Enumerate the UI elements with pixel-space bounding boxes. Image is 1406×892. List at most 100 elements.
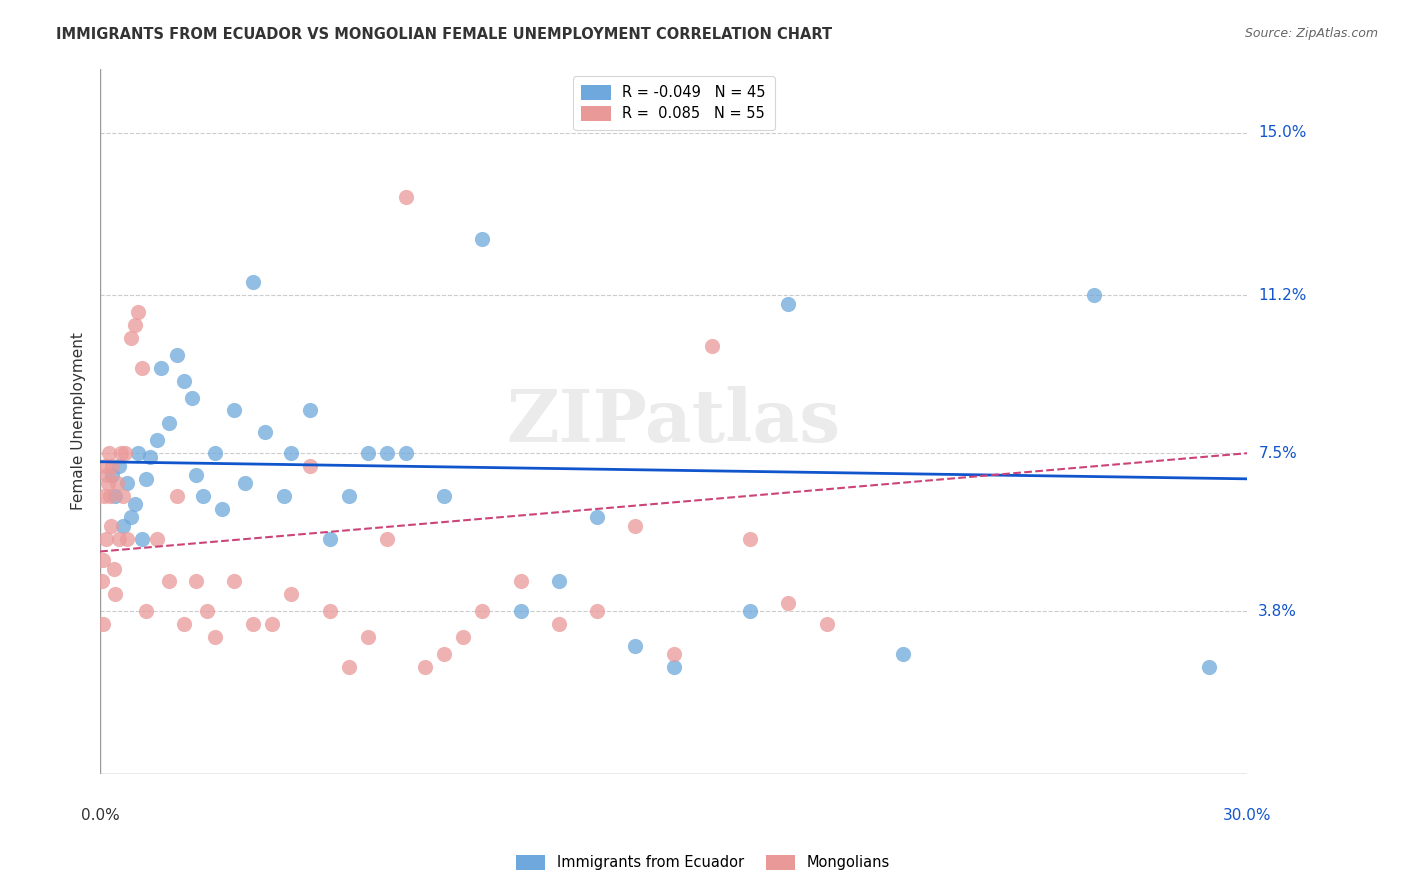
Point <box>778 296 800 310</box>
Point <box>273 489 295 503</box>
Point <box>586 510 609 524</box>
Point <box>624 639 647 653</box>
Point <box>375 532 398 546</box>
Point <box>108 458 131 473</box>
Point <box>253 425 276 439</box>
Point <box>262 617 284 632</box>
Point <box>193 489 215 503</box>
Point <box>180 391 202 405</box>
Legend: R = -0.049   N = 45, R =  0.085   N = 55: R = -0.049 N = 45, R = 0.085 N = 55 <box>572 76 775 130</box>
Point <box>124 498 146 512</box>
Point <box>100 458 122 473</box>
Point <box>146 434 169 448</box>
Point <box>110 446 132 460</box>
Text: 11.2%: 11.2% <box>1258 287 1306 302</box>
Point <box>112 489 135 503</box>
Point <box>115 476 138 491</box>
Point <box>131 360 153 375</box>
Point <box>96 467 118 482</box>
Point <box>235 476 257 491</box>
Point <box>124 318 146 332</box>
Point <box>120 510 142 524</box>
Point <box>700 339 723 353</box>
Point <box>433 647 456 661</box>
Text: 30.0%: 30.0% <box>1223 808 1271 823</box>
Point <box>453 630 475 644</box>
Point <box>184 574 207 589</box>
Point <box>166 489 188 503</box>
Text: IMMIGRANTS FROM ECUADOR VS MONGOLIAN FEMALE UNEMPLOYMENT CORRELATION CHART: IMMIGRANTS FROM ECUADOR VS MONGOLIAN FEM… <box>56 27 832 42</box>
Point <box>222 403 245 417</box>
Point <box>100 467 122 482</box>
Point <box>104 489 127 503</box>
Point <box>97 446 120 460</box>
Point <box>127 446 149 460</box>
Point <box>548 574 571 589</box>
Point <box>93 458 115 473</box>
Point <box>120 331 142 345</box>
Point <box>139 450 162 465</box>
Point <box>135 604 157 618</box>
Point <box>357 446 380 460</box>
Point <box>740 532 762 546</box>
Point <box>395 446 418 460</box>
Text: 15.0%: 15.0% <box>1258 125 1306 140</box>
Point <box>413 660 436 674</box>
Point <box>98 489 121 503</box>
Point <box>166 348 188 362</box>
Point <box>108 532 131 546</box>
Point <box>778 596 800 610</box>
Point <box>93 489 115 503</box>
Point <box>222 574 245 589</box>
Point <box>509 574 531 589</box>
Point <box>204 630 226 644</box>
Point <box>280 587 302 601</box>
Point <box>91 617 114 632</box>
Point <box>586 604 609 618</box>
Point <box>195 604 218 618</box>
Point <box>624 519 647 533</box>
Point <box>299 403 322 417</box>
Point <box>433 489 456 503</box>
Point <box>1198 660 1220 674</box>
Point <box>184 467 207 482</box>
Point <box>157 574 180 589</box>
Point <box>103 561 125 575</box>
Text: 0.0%: 0.0% <box>80 808 120 823</box>
Point <box>131 532 153 546</box>
Point <box>135 472 157 486</box>
Point <box>114 446 136 460</box>
Point <box>471 232 494 246</box>
Point <box>91 553 114 567</box>
Point <box>211 501 233 516</box>
Point <box>509 604 531 618</box>
Point <box>157 417 180 431</box>
Point <box>548 617 571 632</box>
Point <box>204 446 226 460</box>
Point <box>104 587 127 601</box>
Point <box>375 446 398 460</box>
Point <box>662 647 685 661</box>
Point <box>662 660 685 674</box>
Point <box>740 604 762 618</box>
Point <box>891 647 914 661</box>
Point <box>471 604 494 618</box>
Point <box>105 476 128 491</box>
Point <box>173 374 195 388</box>
Text: Source: ZipAtlas.com: Source: ZipAtlas.com <box>1244 27 1378 40</box>
Point <box>1083 288 1105 302</box>
Point <box>318 604 340 618</box>
Point <box>115 532 138 546</box>
Point <box>112 519 135 533</box>
Point <box>94 532 117 546</box>
Point <box>299 458 322 473</box>
Point <box>337 489 360 503</box>
Point <box>815 617 838 632</box>
Text: 3.8%: 3.8% <box>1258 604 1298 619</box>
Point <box>127 305 149 319</box>
Point <box>146 532 169 546</box>
Legend: Immigrants from Ecuador, Mongolians: Immigrants from Ecuador, Mongolians <box>510 848 896 876</box>
Point <box>357 630 380 644</box>
Point <box>91 574 114 589</box>
Text: 7.5%: 7.5% <box>1258 446 1296 460</box>
